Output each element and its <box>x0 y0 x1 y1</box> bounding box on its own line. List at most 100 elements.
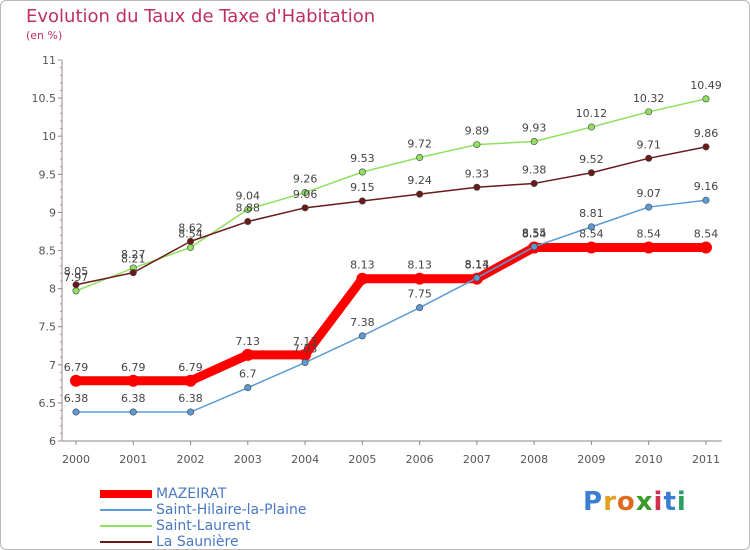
data-label: 7.13 <box>236 335 261 348</box>
x-tick-label: 2010 <box>635 453 663 466</box>
data-label: 9.72 <box>407 138 432 151</box>
legend-item-la-sauniere: La Saunière <box>100 534 306 550</box>
data-label: 8.54 <box>178 227 203 240</box>
data-label: 7.03 <box>293 343 318 356</box>
data-label: 9.16 <box>694 180 719 193</box>
data-point <box>187 243 195 251</box>
data-label: 6.79 <box>178 361 203 374</box>
x-tick-label: 2009 <box>577 453 605 466</box>
data-label: 8.05 <box>64 265 89 278</box>
data-label: 8.81 <box>579 207 604 220</box>
legend-swatch-saint-laurent <box>100 525 152 527</box>
data-point <box>413 272 426 285</box>
x-tick-label: 2011 <box>692 453 720 466</box>
legend-label-saint-hilaire: Saint-Hilaire-la-Plaine <box>156 502 307 518</box>
x-tick-label: 2008 <box>520 453 548 466</box>
logo-letter: r <box>603 487 617 517</box>
data-point <box>587 169 595 177</box>
data-label: 10.12 <box>576 107 608 120</box>
legend-item-mazeirat: MAZEIRAT <box>100 486 306 502</box>
data-label: 8.13 <box>465 259 490 272</box>
proxiti-logo: Proxiti <box>583 487 687 517</box>
data-point <box>129 269 137 277</box>
data-point <box>244 218 252 226</box>
data-point <box>129 408 137 416</box>
data-point <box>642 241 655 254</box>
data-label: 9.93 <box>522 122 547 135</box>
data-label: 9.06 <box>293 188 318 201</box>
data-label: 8.21 <box>121 253 146 266</box>
data-label: 8.54 <box>694 227 719 240</box>
y-tick-label: 10 <box>42 130 56 143</box>
chart-subtitle: (en %) <box>26 29 63 42</box>
data-point <box>358 168 366 176</box>
data-label: 8.13 <box>407 259 432 272</box>
data-point <box>473 141 481 149</box>
legend-item-saint-laurent: Saint-Laurent <box>100 518 306 534</box>
legend-label-saint-laurent: Saint-Laurent <box>156 518 251 534</box>
data-label: 8.54 <box>522 227 547 240</box>
data-point <box>416 154 424 162</box>
data-point <box>645 203 653 211</box>
series-line-2 <box>75 98 707 292</box>
data-point <box>241 348 254 361</box>
data-label: 9.71 <box>636 138 661 151</box>
data-label: 6.79 <box>64 361 89 374</box>
y-tick-label: 8.5 <box>39 245 57 258</box>
x-tick-label: 2003 <box>234 453 262 466</box>
data-point <box>416 190 424 198</box>
y-tick-label: 7 <box>49 359 56 372</box>
logo-letter: P <box>583 487 604 517</box>
data-point <box>72 287 80 295</box>
data-point <box>702 196 710 204</box>
x-tick-label: 2002 <box>177 453 205 466</box>
series-line-0 <box>76 242 706 386</box>
y-tick-label: 9 <box>49 206 56 219</box>
data-point <box>473 274 481 282</box>
legend-item-saint-hilaire: Saint-Hilaire-la-Plaine <box>100 502 306 518</box>
data-label: 10.32 <box>633 92 665 105</box>
series-line-1 <box>76 199 707 413</box>
data-label: 9.07 <box>636 187 661 200</box>
data-point <box>299 348 312 361</box>
data-point <box>416 304 424 312</box>
x-tick-label: 2005 <box>348 453 376 466</box>
data-label: 9.24 <box>407 174 432 187</box>
data-point <box>301 204 309 212</box>
data-label: 6.7 <box>239 368 257 381</box>
data-label: 7.13 <box>293 335 318 348</box>
y-tick-label: 11 <box>42 54 56 67</box>
data-label: 9.33 <box>465 167 490 180</box>
data-label: 8.55 <box>522 227 547 240</box>
data-point <box>301 189 309 197</box>
data-point <box>184 374 197 387</box>
y-tick-label: 9.5 <box>39 168 57 181</box>
data-point <box>356 272 369 285</box>
data-point <box>187 237 195 245</box>
legend-swatch-mazeirat <box>100 490 152 498</box>
data-label: 9.38 <box>522 163 547 176</box>
data-point <box>244 384 252 392</box>
data-point <box>587 223 595 231</box>
x-tick-label: 2001 <box>119 453 147 466</box>
data-label: 8.54 <box>579 227 604 240</box>
data-point <box>244 205 252 213</box>
legend-label-mazeirat: MAZEIRAT <box>156 486 227 502</box>
data-label: 8.54 <box>636 227 661 240</box>
data-point <box>530 179 538 187</box>
data-label: 9.53 <box>350 152 375 165</box>
data-point <box>587 123 595 131</box>
data-point <box>585 241 598 254</box>
data-point <box>70 374 82 387</box>
data-label: 9.86 <box>694 127 719 140</box>
data-label: 6.38 <box>178 392 203 405</box>
data-point <box>530 138 538 146</box>
data-label: 7.38 <box>350 316 375 329</box>
x-tick-label: 2006 <box>406 453 434 466</box>
series-line-3 <box>75 146 707 286</box>
legend-swatch-la-sauniere <box>100 541 152 543</box>
logo-letter: t <box>663 487 677 517</box>
data-point <box>699 241 712 254</box>
data-label: 7.75 <box>407 288 432 301</box>
